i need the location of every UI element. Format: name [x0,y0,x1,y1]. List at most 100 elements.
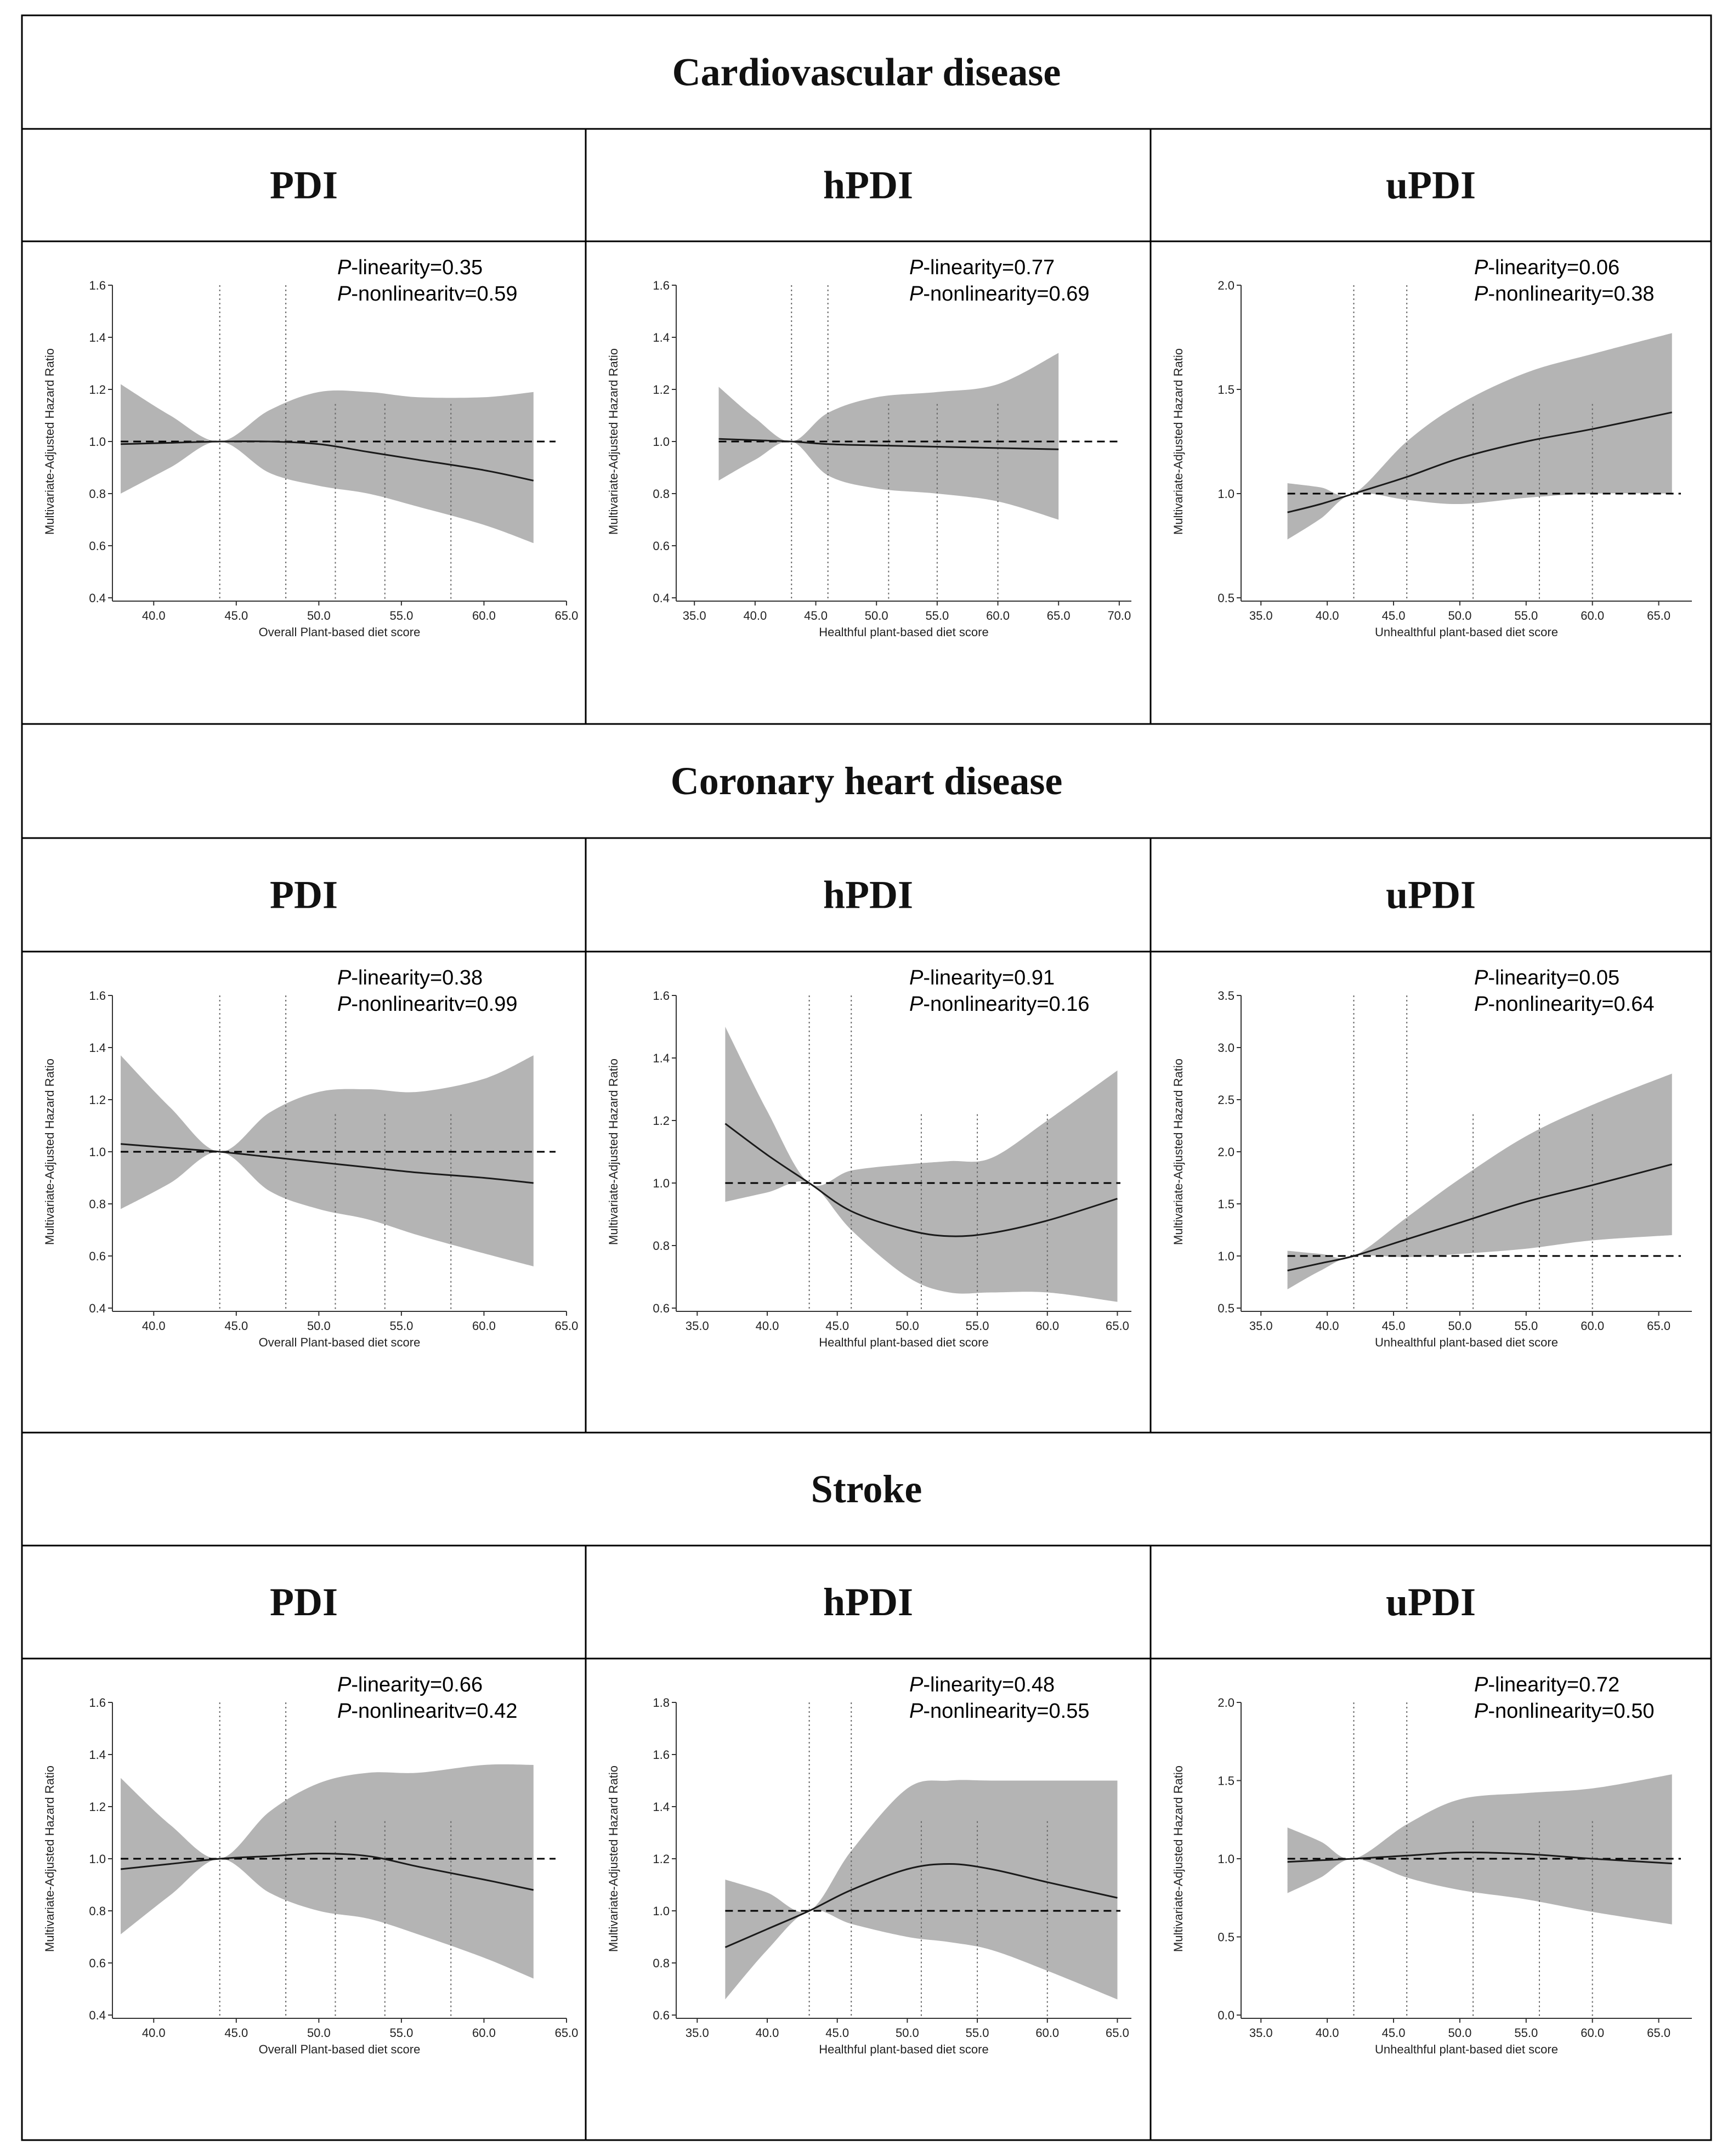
confidence-band [725,1780,1118,2000]
x-tick-label: 55.0 [1514,609,1538,623]
p-nonlinearity-label: P-nonlinearity=0.38 [1474,282,1655,305]
x-tick-label: 50.0 [307,1319,331,1333]
p-linearity-label: P-linearity=0.06 [1474,256,1619,279]
x-tick-label: 35.0 [686,2026,709,2040]
y-tick-label: 1.6 [89,989,106,1003]
hazard-ratio-line [121,440,534,482]
column-label-pdi: PDI [270,873,338,917]
x-tick-label: 45.0 [825,2026,849,2040]
confidence-band [121,1764,534,1979]
y-tick-label: 0.4 [653,591,670,605]
x-tick-label: 50.0 [896,2026,919,2040]
x-tick-label: 40.0 [142,1319,166,1333]
y-tick-label: 1.0 [1217,1249,1234,1263]
y-tick-label: 2.5 [1217,1093,1234,1107]
p-linearity-label: P-linearity=0.38 [337,966,483,989]
y-tick-label: 1.6 [653,1748,670,1762]
p-linearity-value: -linearity=0.48 [923,1673,1055,1696]
column-label-updi: uPDI [1386,873,1476,917]
y-axis-title: Multivariate-Adjusted Hazard Ratio [607,348,620,535]
x-tick-label: 65.0 [555,609,579,623]
hazard-ratio-line [724,1123,1118,1237]
p-nonlinearity-label: P-nonlinearity=0.16 [909,993,1090,1016]
confidence-band [1287,1774,1672,1925]
p-linearity-label: P-linearity=0.77 [909,256,1055,279]
x-tick-label: 60.0 [1581,609,1604,623]
p-nonlinearity-value: -nonlinearity=0.69 [923,282,1089,305]
y-tick-label: 1.0 [653,1176,670,1190]
x-axis-title: Healthful plant-based diet score [819,2042,988,2056]
y-tick-label: 1.0 [89,1852,106,1866]
p-prefix: P [1474,966,1488,989]
p-nonlinearity-value: -nonlinearity=0.16 [923,993,1089,1016]
x-tick-label: 45.0 [1382,2026,1406,2040]
y-tick-label: 1.4 [89,1041,106,1055]
y-tick-label: 1.6 [653,989,670,1003]
p-prefix: P [909,993,924,1016]
y-tick-label: 2.0 [1217,279,1234,292]
p-nonlinearity-label: P-nonlinearity=0.69 [909,282,1090,305]
chart-hpdi-2: 0.6 0.8 1.0 1.2 1.4 1.6 35.0 40.0 45.0 50.0 55.0 60… [607,966,1131,1349]
p-prefix: P [337,966,352,989]
x-tick-label: 65.0 [1106,2026,1129,2040]
y-tick-label: 0.8 [653,487,670,501]
y-axis-title: Multivariate-Adjusted Hazard Ratio [43,348,56,535]
y-tick-label: 0.8 [89,1904,106,1918]
hazard-ratio-line [718,438,1059,450]
x-tick-label: 65.0 [1047,609,1071,623]
section-title: Coronary heart disease [671,759,1063,803]
x-tick-label: 65.0 [1106,1319,1129,1333]
table-border [21,14,1712,2141]
p-nonlinearity-value: -nonlinearitv=0.42 [351,1700,517,1723]
hazard-ratio-line [120,1852,534,1891]
y-tick-label: 1.5 [1217,383,1234,397]
p-nonlinearity-value: -nonlinearity=0.50 [1488,1700,1654,1723]
x-tick-label: 65.0 [1647,609,1670,623]
y-tick-label: 2.0 [1217,1145,1234,1159]
y-tick-label: 1.4 [653,331,670,344]
p-prefix: P [909,1673,924,1696]
column-label-hpdi: hPDI [823,163,913,207]
y-tick-label: 1.0 [89,1145,106,1159]
chart-hpdi-1: 0.4 0.6 0.8 1.0 1.2 1.4 1.6 35.0 40.0 45.0 50.0 55.… [607,256,1131,639]
p-linearity-label: P-linearity=0.48 [909,1673,1055,1696]
x-tick-label: 45.0 [1382,1319,1406,1333]
y-tick-label: 1.2 [653,383,670,397]
y-tick-label: 0.6 [653,539,670,553]
y-tick-label: 1.2 [653,1852,670,1866]
confidence-band [121,1055,534,1266]
y-tick-label: 1.5 [1217,1774,1234,1788]
x-tick-label: 65.0 [1647,1319,1670,1333]
y-tick-label: 0.5 [1217,1931,1234,1944]
y-tick-label: 1.0 [653,435,670,449]
x-axis-title: Overall Plant-based diet score [259,2042,421,2056]
x-tick-label: 55.0 [389,609,413,623]
y-axis-title: Multivariate-Adjusted Hazard Ratio [1171,1059,1185,1245]
x-tick-label: 50.0 [865,609,888,623]
y-tick-label: 0.0 [1217,2008,1234,2022]
column-label-pdi: PDI [270,1580,338,1624]
x-axis-title: Unhealthful plant-based diet score [1375,2042,1558,2056]
x-tick-label: 55.0 [389,2026,413,2040]
y-axis-title: Multivariate-Adjusted Hazard Ratio [1171,1765,1185,1952]
p-linearity-label: P-linearity=0.72 [1474,1673,1619,1696]
chart-pdi-3: 0.4 0.6 0.8 1.0 1.2 1.4 1.6 40.0 45.0 50.0 55.0 60.… [43,1673,578,2056]
x-tick-label: 40.0 [1316,2026,1339,2040]
x-tick-label: 50.0 [896,1319,919,1333]
x-tick-label: 60.0 [1035,1319,1059,1333]
x-tick-label: 65.0 [555,1319,579,1333]
y-tick-label: 1.4 [653,1051,670,1065]
chart-updi-2: 0.5 1.0 1.5 2.0 2.5 3.0 3.5 35.0 40.0 45.0 50.0 55.… [1171,966,1692,1349]
y-tick-label: 0.4 [89,2008,106,2022]
chart-pdi-1: 0.4 0.6 0.8 1.0 1.2 1.4 1.6 40.0 45.0 50.0 55.0 60.… [43,256,578,639]
confidence-band [1287,333,1672,540]
x-tick-label: 55.0 [966,1319,989,1333]
y-tick-label: 1.4 [89,1748,106,1762]
section-title: Stroke [811,1467,922,1511]
chart-pdi-2: 0.4 0.6 0.8 1.0 1.2 1.4 1.6 40.0 45.0 50.0 55.0 60.… [43,966,578,1349]
y-tick-label: 0.5 [1217,591,1234,605]
x-tick-label: 60.0 [1581,1319,1604,1333]
y-tick-label: 1.4 [89,331,106,344]
confidence-band [1287,1073,1672,1289]
p-prefix: P [337,256,352,279]
